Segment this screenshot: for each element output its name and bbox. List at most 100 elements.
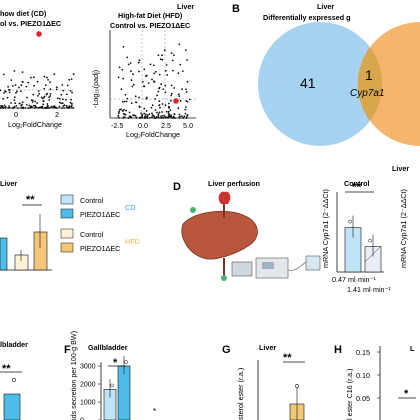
volcano-cd-point-124 <box>53 105 56 108</box>
cyp7a1-right-ylabel: mRNA Cyp7a1 (2⁻ΔΔCt) <box>399 189 408 268</box>
volcano-cd-point-158 <box>18 102 21 105</box>
volcano-hfd-point-72 <box>156 111 158 114</box>
volcano-cd-point-93 <box>66 93 68 96</box>
volcano-hfd-point-98 <box>165 64 168 66</box>
volcano-hfd-xlabel: Log₂FoldChange <box>126 130 180 139</box>
volcano-cd-point-177 <box>37 107 39 109</box>
volcano-cd-point-106 <box>8 105 11 107</box>
volcano-hfd-point-213 <box>128 111 131 114</box>
volcano-cd-point-33 <box>25 85 28 88</box>
volcano-hfd-point-73 <box>138 96 141 99</box>
venn-left-count: 41 <box>300 75 316 91</box>
volcano-hfd-point-171 <box>118 66 121 69</box>
volcano-cd-point-165 <box>63 104 66 107</box>
volcano-hfd-point-188 <box>135 101 138 104</box>
volcano-hfd-point-94 <box>145 97 148 100</box>
legend-label-control-cd: Control <box>80 196 104 205</box>
volcano-hfd-point-173 <box>166 117 169 119</box>
volcano-cd-point-121 <box>43 75 46 78</box>
panel-label-f: F <box>64 344 71 356</box>
volcano-hfd-panel: High-fat Diet (HFD) Control vs. PIEZO1ΔE… <box>91 11 196 139</box>
volcano-hfd-point-164 <box>147 82 150 84</box>
gallbladder-left-point <box>12 378 16 382</box>
volcano-hfd-point-183 <box>178 43 181 46</box>
g-point <box>295 384 299 388</box>
volcano-hfd-point-58 <box>161 111 163 113</box>
volcano-cd-point-146 <box>13 96 16 99</box>
volcano-hfd-point-172 <box>149 63 152 66</box>
volcano-cd-points <box>0 70 75 109</box>
volcano-cd-point-166 <box>22 106 24 109</box>
volcano-cd-point-163 <box>21 101 24 104</box>
volcano-cd-point-4 <box>58 105 61 108</box>
volcano-hfd-point-22 <box>153 64 155 67</box>
volcano-cd-point-153 <box>46 107 48 109</box>
volcano-hfd-point-78 <box>151 116 153 119</box>
volcano-cd-point-135 <box>0 89 2 92</box>
volcano-cd-point-79 <box>5 90 7 93</box>
volcano-cd-point-160 <box>70 105 72 108</box>
volcano-hfd-point-158 <box>140 112 143 115</box>
volcano-hfd-point-142 <box>158 73 161 76</box>
cyp7a1-sig: ** <box>352 180 362 194</box>
volcano-cd-point-167 <box>70 98 73 101</box>
volcano-hfd-point-214 <box>159 117 161 119</box>
volcano-hfd-point-196 <box>123 108 125 111</box>
volcano-cd-point-100 <box>53 73 56 76</box>
h-ytick-010: 0.10 <box>356 371 370 380</box>
volcano-hfd-point-195 <box>171 117 174 119</box>
volcano-cd-point-77 <box>15 91 17 94</box>
volcano-cd-point-30 <box>49 93 52 95</box>
volcano-hfd-point-64 <box>173 54 175 56</box>
reservoir-icon <box>305 255 321 271</box>
volcano-cd-point-129 <box>3 92 5 94</box>
volcano-cd-point-175 <box>43 107 46 109</box>
volcano-hfd-point-1 <box>177 93 180 96</box>
volcano-cd-point-86 <box>48 99 51 101</box>
bar-piezo-hfd <box>33 231 48 271</box>
volcano-hfd-point-24 <box>170 92 173 95</box>
volcano-hfd-point-131 <box>181 88 183 91</box>
volcano-cd-point-52 <box>20 104 23 107</box>
volcano-cd-point-117 <box>2 106 4 109</box>
volcano-cd-point-64 <box>20 107 23 109</box>
volcano-cd-point-17 <box>63 107 65 109</box>
cyp7a1-xlabel-1: 0.47 ml·min⁻¹ <box>332 275 376 284</box>
volcano-cd-point-34 <box>24 107 27 109</box>
volcano-hfd-ylabel: -Log₁₀(padj) <box>91 70 100 108</box>
volcano-hfd-xtick-1: -2.5 <box>111 121 123 130</box>
volcano-hfd-point-103 <box>162 88 165 90</box>
volcano-hfd-point-17 <box>126 97 129 100</box>
middle-liver-label: Liver <box>0 179 17 188</box>
volcano-cd-panel: how diet (CD) ol vs. PIEZO1ΔEC 0 2 Log₂F… <box>0 9 75 129</box>
volcano-cd-point-51 <box>39 106 42 109</box>
volcano-hfd-point-14 <box>166 74 169 76</box>
volcano-cd-point-63 <box>10 102 12 104</box>
volcano-cd-point-76 <box>58 101 61 104</box>
volcano-cd-point-92 <box>42 100 45 102</box>
f-ytick-label-3: 0 <box>80 418 84 420</box>
volcano-cd-point-155 <box>49 81 51 83</box>
volcano-cd-point-170 <box>20 84 23 87</box>
volcano-hfd-point-189 <box>132 114 135 117</box>
volcano-hfd-title-1: High-fat Diet (HFD) <box>118 11 183 20</box>
f-point-0 <box>110 383 114 388</box>
volcano-hfd-point-207 <box>121 110 124 112</box>
volcano-cd-point-110 <box>32 76 35 79</box>
volcano-cd-point-68 <box>49 88 52 91</box>
cyp7a1-xlabel-2: 1.41 ml·min⁻¹ <box>347 285 391 294</box>
volcano-hfd-point-43 <box>143 68 146 71</box>
cyp7a1-bars <box>344 215 382 273</box>
volcano-hfd-point-160 <box>122 112 125 115</box>
volcano-cd-point-152 <box>13 99 16 101</box>
volcano-hfd-point-119 <box>181 70 184 72</box>
venn-gene-label: Cyp7a1 <box>350 88 384 99</box>
bar-piezo-cd <box>0 237 8 271</box>
volcano-hfd-point-165 <box>132 83 135 86</box>
volcano-cd-point-0 <box>47 79 49 81</box>
perfusion-panel: D Liver perfusion <box>173 179 321 281</box>
volcano-hfd-point-35 <box>161 54 163 57</box>
volcano-cd-point-159 <box>48 107 50 109</box>
volcano-hfd-point-111 <box>140 117 143 119</box>
venn-title: Liver <box>317 2 334 11</box>
